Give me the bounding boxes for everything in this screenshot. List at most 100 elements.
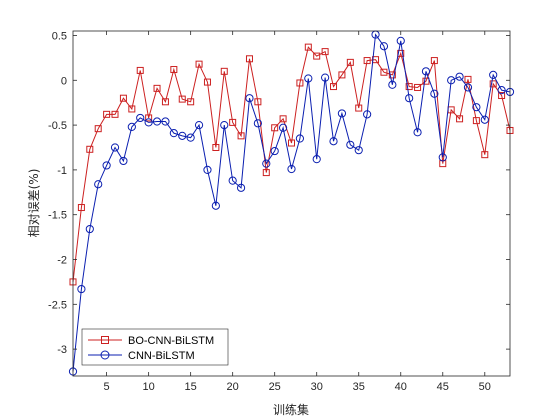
data-point-bo-cnn-bilstm [203,78,211,86]
data-point-cnn-bilstm [396,36,405,45]
data-point-cnn-bilstm [312,155,321,164]
data-point-bo-cnn-bilstm [237,132,245,140]
legend-label-bo-cnn-bilstm: BO-CNN-BiLSTM [128,335,214,347]
legend-label-cnn-bilstm: CNN-BiLSTM [128,350,195,362]
data-point-bo-cnn-bilstm [111,110,119,118]
data-point-cnn-bilstm [354,146,363,155]
data-point-bo-cnn-bilstm [254,98,262,106]
y-tick-label: -1.5 [48,210,67,222]
series-line-bo-cnn-bilstm [72,46,511,282]
data-point-cnn-bilstm [77,284,86,294]
data-point-bo-cnn-bilstm [304,43,312,51]
data-point-bo-cnn-bilstm [321,48,329,56]
data-point-bo-cnn-bilstm [128,105,136,113]
data-point-cnn-bilstm [379,42,389,51]
data-point-bo-cnn-bilstm [77,204,85,212]
plot-area [73,31,510,376]
data-point-bo-cnn-bilstm [405,83,413,91]
data-point-cnn-bilstm [161,117,170,126]
data-point-bo-cnn-bilstm [119,94,127,102]
data-point-cnn-bilstm [144,118,153,127]
data-point-cnn-bilstm [228,176,237,185]
data-point-bo-cnn-bilstm [363,57,371,65]
series-layer [68,30,515,376]
x-tick-label: 40 [395,381,407,393]
legend-marker-bo-cnn-bilstm [101,336,109,344]
data-point-cnn-bilstm [438,153,447,162]
data-point-bo-cnn-bilstm [245,55,253,63]
data-point-bo-cnn-bilstm [271,124,279,132]
x-tick-label: 50 [479,381,491,393]
data-point-bo-cnn-bilstm [414,83,422,91]
data-point-bo-cnn-bilstm [456,115,464,123]
y-axis-label: 相对误差(%) [27,169,41,238]
data-point-bo-cnn-bilstm [161,98,169,106]
data-point-bo-cnn-bilstm [296,79,304,87]
data-point-cnn-bilstm [480,115,489,124]
data-point-cnn-bilstm [489,70,498,80]
data-point-cnn-bilstm [119,156,128,166]
x-tick-label: 35 [353,381,365,393]
axes-box [72,30,511,377]
data-point-bo-cnn-bilstm [153,84,161,92]
data-point-bo-cnn-bilstm [313,52,321,60]
data-point-bo-cnn-bilstm [229,118,237,126]
y-axis-ticks: -3 -2.5 -2 -1.5 -1 -0.5 0 0.5 [48,30,510,356]
x-tick-label: 5 [104,381,110,393]
data-point-bo-cnn-bilstm [422,77,430,85]
data-point-bo-cnn-bilstm [288,139,295,147]
data-point-bo-cnn-bilstm [187,98,195,106]
y-tick-label: -0.5 [48,120,67,132]
data-point-cnn-bilstm [304,74,313,83]
data-point-cnn-bilstm [405,94,414,103]
data-point-cnn-bilstm [346,140,355,149]
data-point-cnn-bilstm [363,110,372,119]
data-point-cnn-bilstm [337,109,347,118]
x-tick-label: 30 [311,381,323,393]
data-point-cnn-bilstm [463,83,473,92]
data-point-cnn-bilstm [253,119,262,128]
data-point-bo-cnn-bilstm [481,151,489,159]
data-point-cnn-bilstm [94,180,103,189]
data-point-cnn-bilstm [287,164,296,174]
data-point-cnn-bilstm [211,201,220,210]
data-point-cnn-bilstm [220,120,229,130]
data-point-cnn-bilstm [136,113,145,123]
data-point-cnn-bilstm [321,73,330,82]
data-point-cnn-bilstm [127,122,136,131]
y-tick-label: 0 [61,75,67,87]
data-point-bo-cnn-bilstm [430,57,438,65]
x-tick-label: 20 [227,381,239,393]
data-point-bo-cnn-bilstm [498,92,506,100]
x-axis-ticks: 5 10 15 20 25 30 35 40 45 50 [104,31,491,393]
data-point-cnn-bilstm [455,72,464,81]
data-point-bo-cnn-bilstm [220,67,228,75]
data-point-cnn-bilstm [421,67,431,76]
data-point-bo-cnn-bilstm [178,95,186,103]
data-point-cnn-bilstm [236,183,246,192]
data-point-cnn-bilstm [152,117,162,126]
data-point-bo-cnn-bilstm [136,66,144,74]
data-point-bo-cnn-bilstm [103,110,111,118]
y-tick-label: -1 [57,165,67,177]
data-point-bo-cnn-bilstm [346,58,354,66]
y-tick-label: 0.5 [52,30,67,42]
data-point-bo-cnn-bilstm [94,125,102,133]
data-point-cnn-bilstm [270,146,279,156]
data-point-bo-cnn-bilstm [86,145,94,153]
data-point-cnn-bilstm [178,131,187,140]
y-tick-label: -3 [57,344,67,356]
data-point-bo-cnn-bilstm [472,117,480,125]
data-point-cnn-bilstm [430,89,439,98]
data-point-cnn-bilstm [110,143,120,152]
data-point-cnn-bilstm [262,159,271,168]
data-point-cnn-bilstm [388,80,397,89]
data-point-bo-cnn-bilstm [338,71,346,79]
y-tick-label: -2.5 [48,299,67,311]
data-point-cnn-bilstm [278,123,288,132]
data-point-bo-cnn-bilstm [355,104,363,112]
data-point-cnn-bilstm [497,86,506,95]
data-point-bo-cnn-bilstm [397,49,405,57]
data-point-cnn-bilstm [447,76,456,85]
